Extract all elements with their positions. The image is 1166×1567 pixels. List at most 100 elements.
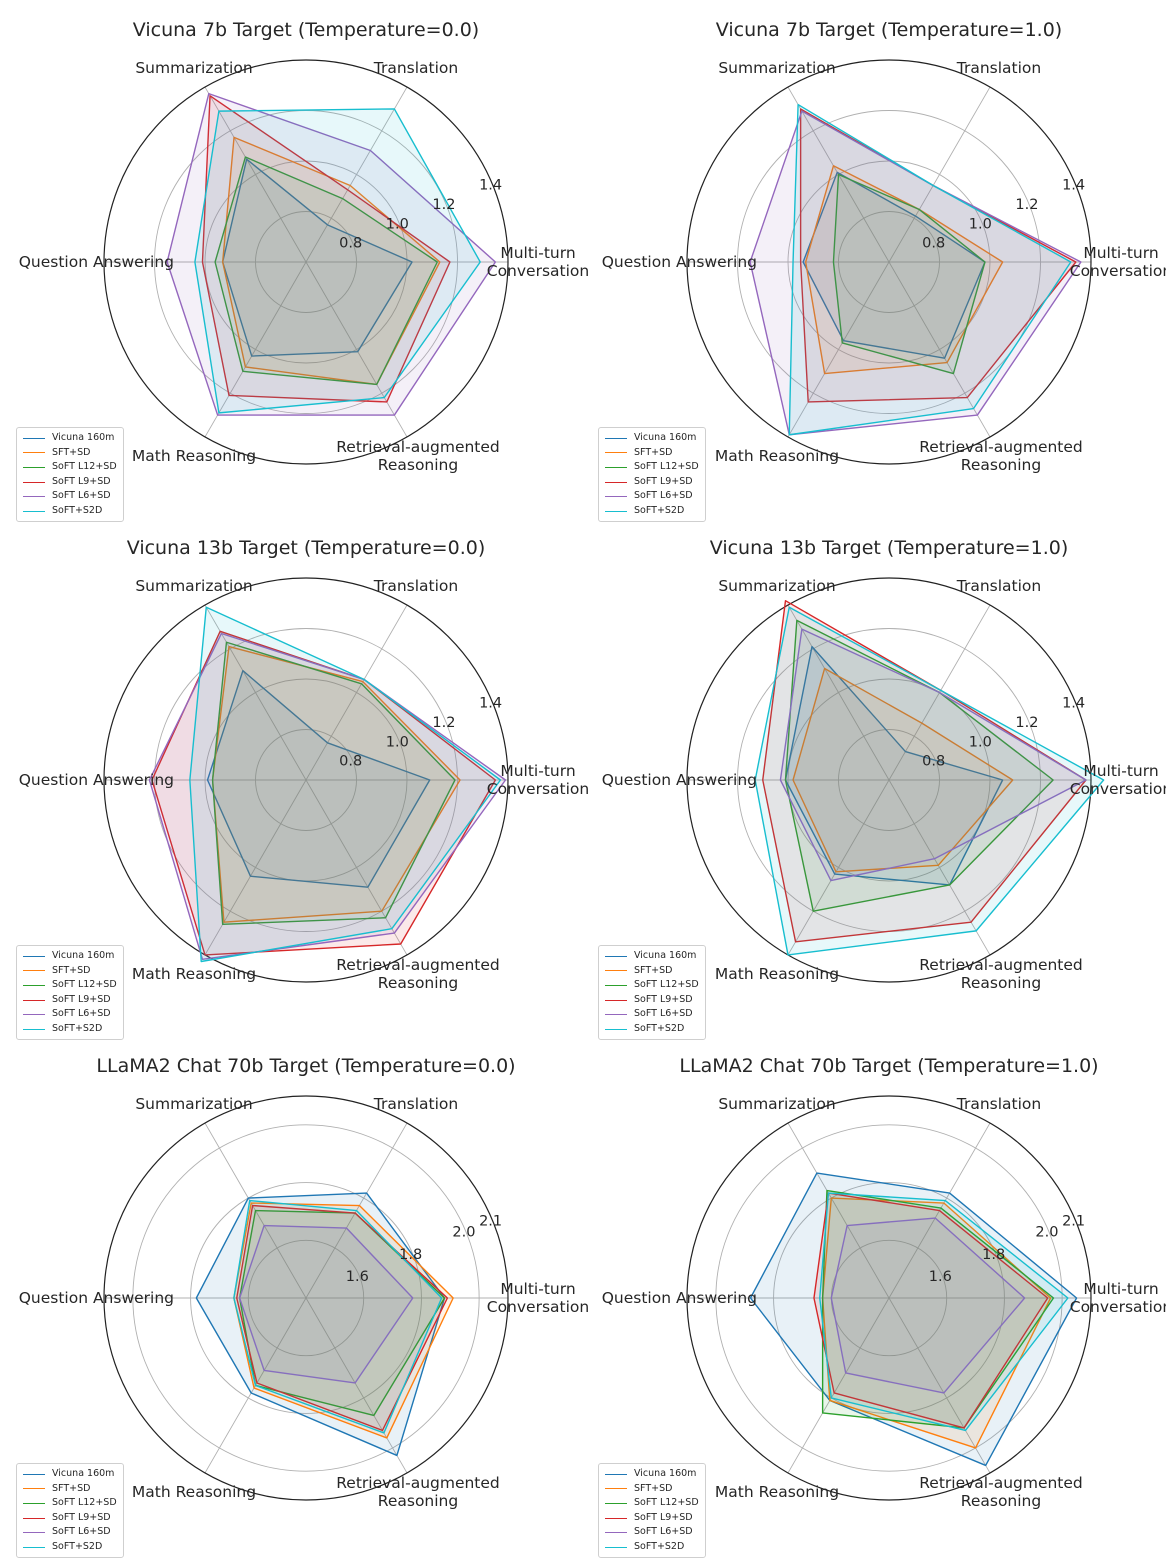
axis-spoke bbox=[204, 261, 307, 438]
axis-spoke bbox=[888, 261, 991, 438]
legend-label: SoFT L12+SD bbox=[52, 1497, 117, 1509]
radar-panel-5: LLaMA2 Chat 70b Target (Temperature=0.0)… bbox=[0, 1036, 590, 1558]
axis-spoke bbox=[204, 86, 307, 263]
axis-label-line: Conversation bbox=[487, 1298, 589, 1316]
legend-item: SoFT L6+SD bbox=[605, 1007, 699, 1022]
axis-label-retrieval-augmented-reasoning: Retrieval-augmented Reasoning bbox=[919, 956, 1083, 992]
legend-item: SoFT L9+SD bbox=[605, 1511, 699, 1526]
axis-label-line: Math Reasoning bbox=[715, 1483, 839, 1501]
legend-label: SFT+SD bbox=[634, 1482, 673, 1494]
legend-label: SoFT+S2D bbox=[52, 504, 103, 516]
legend-label: SoFT L9+SD bbox=[52, 1511, 111, 1523]
series-vicuna-160m bbox=[206, 669, 431, 888]
axis-label-summarization: Summarization bbox=[718, 577, 835, 595]
axis-label-line: Multi-turn bbox=[500, 244, 575, 262]
axis-label-line: Retrieval-augmented bbox=[336, 1474, 500, 1492]
axis-label-multi-turn-conversation: Multi-turn Conversation bbox=[487, 1280, 589, 1316]
axis-label-line: Translation bbox=[956, 59, 1041, 77]
legend-label: SFT+SD bbox=[52, 964, 91, 976]
series-soft-s2d bbox=[194, 108, 481, 414]
axis-label-math-reasoning: Math Reasoning bbox=[132, 1483, 256, 1501]
legend-item: SoFT+S2D bbox=[605, 1540, 699, 1555]
axis-spoke bbox=[787, 779, 890, 956]
tick-label: 1.4 bbox=[1062, 178, 1085, 194]
axis-label-line: Summarization bbox=[718, 1095, 835, 1113]
legend-item: SFT+SD bbox=[23, 1482, 117, 1497]
outer-frame bbox=[103, 1095, 509, 1501]
series-soft-s2d bbox=[788, 103, 1072, 436]
series-soft-s2d bbox=[233, 1199, 443, 1434]
axis-label-math-reasoning: Math Reasoning bbox=[132, 965, 256, 983]
axis-label-line: Reasoning bbox=[378, 1492, 458, 1510]
legend-label: Vicuna 160m bbox=[634, 1468, 697, 1479]
series-soft-s2d bbox=[189, 606, 502, 963]
series-soft-l12-sd bbox=[211, 641, 456, 926]
series-vicuna-160m bbox=[802, 171, 986, 359]
axis-label-question-answering: Question Answering bbox=[602, 771, 757, 789]
legend-label: Vicuna 160m bbox=[52, 950, 115, 961]
legend-swatch bbox=[605, 1502, 627, 1504]
legend-swatch bbox=[605, 481, 627, 483]
legend: Vicuna 160m SFT+SD SoFT L12+SD SoFT L9+SD So… bbox=[598, 427, 706, 522]
axis-label-line: Math Reasoning bbox=[715, 447, 839, 465]
legend-label: SoFT L6+SD bbox=[52, 1008, 111, 1020]
axis-label-line: Conversation bbox=[487, 262, 589, 280]
legend-swatch bbox=[23, 1546, 45, 1548]
legend-item: SoFT L12+SD bbox=[23, 460, 117, 475]
outer-frame bbox=[686, 59, 1092, 465]
axis-label-line: Question Answering bbox=[19, 771, 174, 789]
tick-label: 0.8 bbox=[922, 754, 945, 770]
axis-label-math-reasoning: Math Reasoning bbox=[715, 965, 839, 983]
axis-spoke bbox=[888, 1297, 991, 1474]
axis-label-translation: Translation bbox=[373, 1095, 458, 1113]
legend-swatch bbox=[605, 1488, 627, 1490]
radar-chart: Vicuna 13b Target (Temperature=0.0) 0.8 1.… bbox=[19, 537, 590, 992]
axis-spoke bbox=[888, 86, 991, 263]
legend-label: SoFT L12+SD bbox=[634, 1497, 699, 1509]
legend-swatch bbox=[605, 1517, 627, 1519]
tick-label: 1.6 bbox=[929, 1269, 952, 1285]
legend-item: SoFT+S2D bbox=[23, 1540, 117, 1555]
tick-label: 1.2 bbox=[432, 715, 455, 731]
tick-label: 1.4 bbox=[1062, 696, 1085, 712]
legend-label: SFT+SD bbox=[52, 446, 91, 458]
tick-label: 0.8 bbox=[922, 236, 945, 252]
axis-label-line: Translation bbox=[373, 1095, 458, 1113]
legend-swatch bbox=[605, 1532, 627, 1534]
axis-label-line: Summarization bbox=[135, 59, 252, 77]
outer-frame bbox=[103, 59, 509, 465]
legend-label: SoFT L6+SD bbox=[634, 1526, 693, 1538]
legend-swatch bbox=[605, 1546, 627, 1548]
legend-item: SoFT L12+SD bbox=[605, 460, 699, 475]
legend-item: SoFT+S2D bbox=[605, 504, 699, 519]
axis-label-line: Translation bbox=[956, 577, 1041, 595]
tick-label: 1.0 bbox=[969, 734, 992, 750]
legend-swatch bbox=[23, 1502, 45, 1504]
axis-spoke bbox=[305, 261, 408, 438]
legend-label: SoFT+S2D bbox=[634, 504, 685, 516]
axis-label-summarization: Summarization bbox=[718, 1095, 835, 1113]
axis-label-multi-turn-conversation: Multi-turn Conversation bbox=[487, 762, 589, 798]
legend-item: SoFT L6+SD bbox=[605, 489, 699, 504]
legend-item: SoFT L9+SD bbox=[605, 993, 699, 1008]
legend-label: SoFT L6+SD bbox=[52, 1526, 111, 1538]
tick-label: 0.8 bbox=[339, 754, 362, 770]
series-soft-l6-sd bbox=[166, 92, 497, 416]
axis-label-line: Translation bbox=[956, 1095, 1041, 1113]
legend-label: SoFT L6+SD bbox=[52, 490, 111, 502]
legend-swatch bbox=[605, 1014, 627, 1016]
axis-spoke bbox=[787, 604, 890, 781]
legend-label: SoFT L12+SD bbox=[634, 979, 699, 991]
axis-label-retrieval-augmented-reasoning: Retrieval-augmented Reasoning bbox=[336, 956, 500, 992]
radar-panel-4: Vicuna 13b Target (Temperature=1.0) 0.8 1.… bbox=[583, 518, 1166, 1040]
legend-item: Vicuna 160m bbox=[605, 1467, 699, 1482]
axis-label-summarization: Summarization bbox=[135, 1095, 252, 1113]
chart-title: Vicuna 7b Target (Temperature=0.0) bbox=[133, 19, 479, 41]
tick-label: 2.1 bbox=[1062, 1214, 1085, 1230]
axis-label-line: Retrieval-augmented bbox=[336, 956, 500, 974]
legend-swatch bbox=[605, 452, 627, 454]
axis-label-summarization: Summarization bbox=[135, 577, 252, 595]
tick-label: 1.8 bbox=[982, 1247, 1005, 1263]
radar-chart: LLaMA2 Chat 70b Target (Temperature=0.0)… bbox=[19, 1055, 590, 1510]
axis-label-line: Retrieval-augmented bbox=[336, 438, 500, 456]
